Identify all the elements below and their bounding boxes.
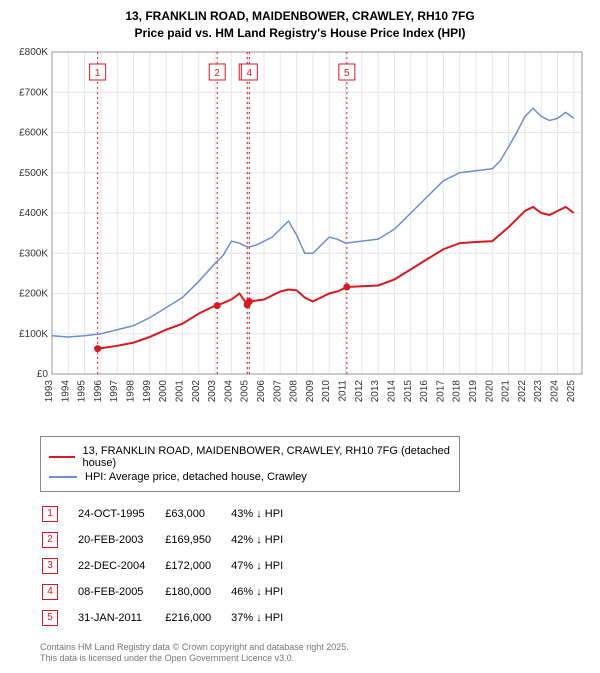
chart-svg: £0 £100K £200K £300K £400K £500K £600K £700K £80… [10,48,590,428]
svg-text:1994: 1994 [60,379,71,402]
footer-line-2: This data is licensed under the Open Gov… [40,653,590,665]
table-row: 5 31-JAN-2011£216,00037% ↓ HPI [42,606,301,630]
svg-text:1993: 1993 [44,379,55,402]
chart-title: 13, FRANKLIN ROAD, MAIDENBOWER, CRAWLEY,… [10,8,590,42]
svg-text:2006: 2006 [256,379,267,402]
legend-label: 13, FRANKLIN ROAD, MAIDENBOWER, CRAWLEY,… [83,445,451,469]
legend-label: HPI: Average price, detached house, Craw… [85,471,307,483]
svg-text:2024: 2024 [550,379,561,402]
sale-date: 31-JAN-2011 [78,606,163,630]
svg-text:£400K: £400K [19,208,48,219]
table-row: 1 24-OCT-1995£63,00043% ↓ HPI [42,502,301,526]
svg-text:£100K: £100K [19,328,48,339]
svg-text:1996: 1996 [93,379,104,402]
svg-text:2020: 2020 [484,379,495,402]
svg-text:£0: £0 [37,369,49,380]
svg-text:5: 5 [344,68,350,79]
legend-swatch [49,476,77,478]
legend: 13, FRANKLIN ROAD, MAIDENBOWER, CRAWLEY,… [40,436,460,492]
svg-text:2015: 2015 [403,379,414,402]
svg-text:2011: 2011 [338,379,349,401]
svg-text:2022: 2022 [517,379,528,402]
svg-text:2025: 2025 [566,379,577,402]
svg-text:£200K: £200K [19,288,48,299]
table-row: 2 20-FEB-2003£169,95042% ↓ HPI [42,528,301,552]
svg-text:2012: 2012 [354,379,365,402]
svg-text:1999: 1999 [142,379,153,402]
sale-delta: 47% ↓ HPI [231,554,301,578]
sales-table: 1 24-OCT-1995£63,00043% ↓ HPI 2 20-FEB-2003… [40,500,303,632]
svg-text:1997: 1997 [109,379,120,402]
svg-text:2023: 2023 [533,379,544,402]
title-line-1: 13, FRANKLIN ROAD, MAIDENBOWER, CRAWLEY,… [10,8,590,25]
svg-text:2014: 2014 [386,379,397,402]
svg-text:£700K: £700K [19,87,48,98]
legend-row: HPI: Average price, detached house, Craw… [49,471,451,483]
sale-delta: 46% ↓ HPI [231,580,301,604]
svg-text:2008: 2008 [289,379,300,402]
svg-text:1998: 1998 [126,379,137,402]
sale-price: £169,950 [165,528,229,552]
sale-delta: 42% ↓ HPI [231,528,301,552]
svg-text:2010: 2010 [321,379,332,402]
svg-text:2017: 2017 [435,379,446,402]
sale-date: 24-OCT-1995 [78,502,163,526]
sale-price: £180,000 [165,580,229,604]
svg-text:£500K: £500K [19,167,48,178]
svg-text:2007: 2007 [272,379,283,402]
svg-text:2003: 2003 [207,379,218,402]
svg-text:2009: 2009 [305,379,316,402]
svg-text:£600K: £600K [19,127,48,138]
svg-text:2001: 2001 [174,379,185,402]
sale-date: 08-FEB-2005 [78,580,163,604]
svg-text:4: 4 [247,68,253,79]
sale-price: £172,000 [165,554,229,578]
sale-delta: 37% ↓ HPI [231,606,301,630]
svg-text:2013: 2013 [370,379,381,402]
table-row: 3 22-DEC-2004£172,00047% ↓ HPI [42,554,301,578]
legend-row: 13, FRANKLIN ROAD, MAIDENBOWER, CRAWLEY,… [49,445,451,469]
footer-line-1: Contains HM Land Registry data © Crown c… [40,642,590,654]
sale-marker-icon: 1 [42,506,58,522]
sale-price: £216,000 [165,606,229,630]
table-row: 4 08-FEB-2005£180,00046% ↓ HPI [42,580,301,604]
sale-delta: 43% ↓ HPI [231,502,301,526]
sale-marker-icon: 3 [42,558,58,574]
svg-text:2021: 2021 [501,379,512,402]
sale-marker-icon: 5 [42,610,58,626]
svg-text:£300K: £300K [19,248,48,259]
svg-text:2002: 2002 [191,379,202,402]
sale-price: £63,000 [165,502,229,526]
price-chart: £0 £100K £200K £300K £400K £500K £600K £700K £80… [10,48,590,428]
svg-text:2019: 2019 [468,379,479,402]
sale-date: 22-DEC-2004 [78,554,163,578]
svg-text:2005: 2005 [240,379,251,402]
svg-text:2004: 2004 [223,379,234,402]
svg-text:2018: 2018 [452,379,463,402]
title-line-2: Price paid vs. HM Land Registry's House … [10,25,590,42]
svg-text:2000: 2000 [158,379,169,402]
svg-text:2016: 2016 [419,379,430,402]
legend-swatch [49,456,75,458]
sale-date: 20-FEB-2003 [78,528,163,552]
sale-marker-icon: 4 [42,584,58,600]
sale-marker-icon: 2 [42,532,58,548]
svg-text:1: 1 [95,68,101,79]
footer-attribution: Contains HM Land Registry data © Crown c… [40,642,590,665]
svg-text:1995: 1995 [77,379,88,402]
svg-text:2: 2 [214,68,220,79]
svg-text:£800K: £800K [19,48,48,58]
